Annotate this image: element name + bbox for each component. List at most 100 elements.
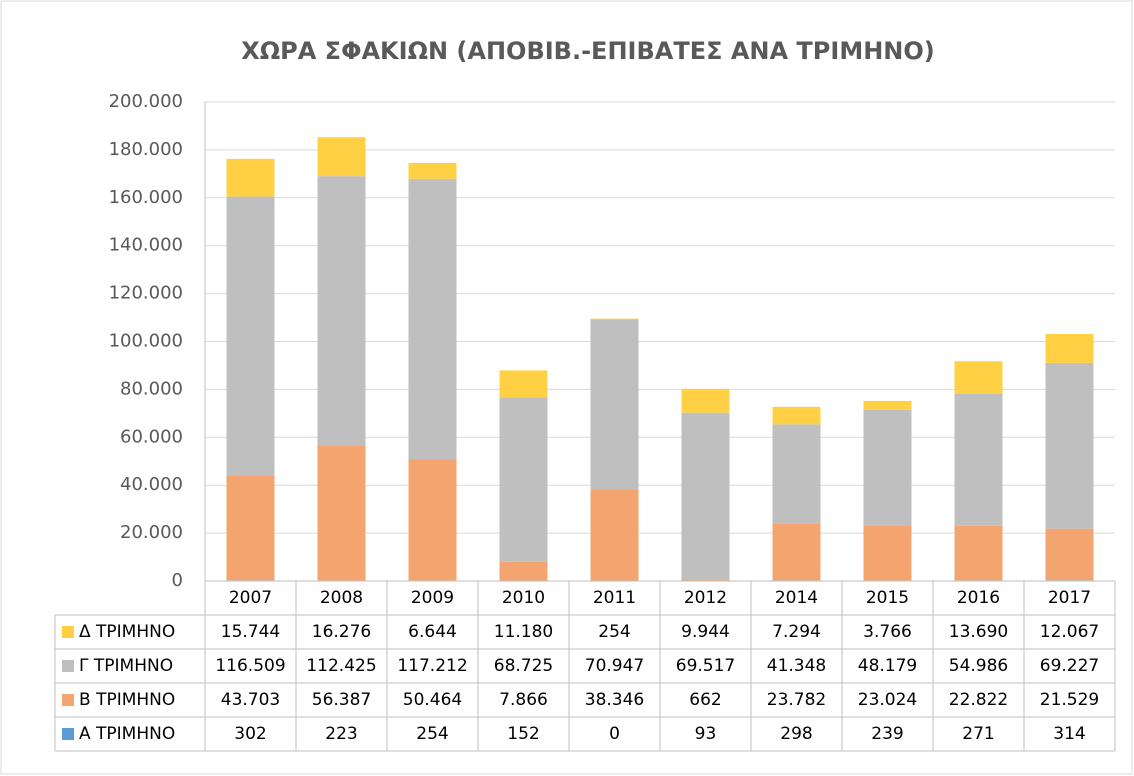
- table-value: 70.947: [585, 656, 644, 676]
- y-tick-label: 60.000: [120, 426, 183, 447]
- table-value: 21.529: [1040, 690, 1099, 710]
- table-value: 41.348: [767, 656, 826, 676]
- table-value: 302: [234, 724, 266, 744]
- bar-segment: [681, 412, 730, 580]
- bar-segment: [408, 178, 457, 460]
- legend-swatch: [62, 660, 74, 672]
- table-value: 0: [609, 724, 620, 744]
- bar-segment: [499, 397, 548, 562]
- y-tick-label: 20.000: [120, 522, 183, 543]
- table-value: 298: [780, 724, 812, 744]
- bar-segment: [863, 525, 912, 581]
- legend-label: Δ ΤΡΙΜΗΝΟ: [79, 622, 175, 642]
- bar-segment: [681, 579, 730, 581]
- y-tick-label: 40.000: [120, 474, 183, 495]
- x-tick-label: 2014: [775, 588, 818, 608]
- legend-swatch: [62, 626, 74, 638]
- y-tick-label: 200.000: [109, 91, 183, 112]
- bar-segment: [681, 388, 730, 413]
- table-value: 54.986: [949, 656, 1008, 676]
- table-value: 23.024: [858, 690, 917, 710]
- table-value: 152: [507, 724, 539, 744]
- bar-segment: [499, 561, 548, 581]
- table-value: 7.294: [772, 622, 821, 642]
- table-value: 662: [689, 690, 721, 710]
- x-tick-label: 2017: [1048, 588, 1091, 608]
- x-tick-label: 2007: [229, 588, 272, 608]
- legend-swatch: [62, 694, 74, 706]
- table-value: 254: [416, 724, 448, 744]
- chart-title: ΧΩΡΑ ΣΦΑΚΙΩΝ (ΑΠΟΒΙΒ.-ΕΠΙΒΑΤΕΣ ΑΝΑ ΤΡΙΜΗ…: [241, 37, 935, 65]
- bar-segment: [590, 319, 639, 490]
- table-value: 93: [695, 724, 717, 744]
- bar-segment: [1045, 362, 1094, 529]
- bar-segment: [226, 475, 275, 581]
- table-value: 22.822: [949, 690, 1008, 710]
- table-value: 13.690: [949, 622, 1008, 642]
- bar-segment: [317, 176, 366, 446]
- bar-segment: [1045, 333, 1094, 363]
- table-value: 12.067: [1040, 622, 1099, 642]
- table-value: 11.180: [494, 622, 553, 642]
- bar-segment: [1045, 528, 1094, 581]
- bar-segment: [317, 445, 366, 581]
- table-value: 43.703: [221, 690, 280, 710]
- table-value: 69.517: [676, 656, 735, 676]
- table-value: 50.464: [403, 690, 462, 710]
- table-value: 3.766: [863, 622, 912, 642]
- bar-segment: [772, 523, 821, 581]
- bar-segment: [590, 489, 639, 581]
- bar-segment: [590, 318, 639, 320]
- bar-segment: [954, 394, 1003, 526]
- x-tick-label: 2012: [684, 588, 727, 608]
- y-tick-label: 80.000: [120, 378, 183, 399]
- table-value: 48.179: [858, 656, 917, 676]
- y-tick-label: 160.000: [109, 187, 183, 208]
- table-value: 9.944: [681, 622, 730, 642]
- y-tick-label: 0: [172, 570, 183, 591]
- bar-segment: [772, 424, 821, 524]
- table-value: 15.744: [221, 622, 280, 642]
- table-value: 38.346: [585, 690, 644, 710]
- y-tick-label: 120.000: [109, 283, 183, 304]
- table-value: 23.782: [767, 690, 826, 710]
- bar-segment: [954, 361, 1003, 395]
- legend-label: Α ΤΡΙΜΗΝΟ: [79, 724, 175, 744]
- table-value: 271: [962, 724, 994, 744]
- x-tick-label: 2016: [957, 588, 1000, 608]
- y-tick-label: 180.000: [109, 139, 183, 160]
- table-value: 6.644: [408, 622, 457, 642]
- bar-segment: [863, 409, 912, 526]
- legend-swatch: [62, 728, 74, 740]
- bar-segment: [408, 459, 457, 581]
- x-tick-label: 2010: [502, 588, 545, 608]
- table-value: 7.866: [499, 690, 548, 710]
- table-value: 68.725: [494, 656, 553, 676]
- legend-label: Γ ΤΡΙΜΗΝΟ: [79, 656, 173, 676]
- bar-segment: [772, 406, 821, 425]
- table-value: 239: [871, 724, 903, 744]
- table-value: 314: [1053, 724, 1085, 744]
- bar-segment: [863, 400, 912, 410]
- x-tick-label: 2009: [411, 588, 454, 608]
- legend-label: Β ΤΡΙΜΗΝΟ: [79, 690, 175, 710]
- table-value: 254: [598, 622, 630, 642]
- bar-segment: [317, 137, 366, 177]
- table-value: 112.425: [306, 656, 376, 676]
- x-tick-label: 2015: [866, 588, 909, 608]
- bar-segment: [226, 196, 275, 476]
- bar-segment: [408, 162, 457, 179]
- table-value: 116.509: [215, 656, 285, 676]
- table-value: 69.227: [1040, 656, 1099, 676]
- x-tick-label: 2011: [593, 588, 636, 608]
- table-value: 56.387: [312, 690, 371, 710]
- x-tick-label: 2008: [320, 588, 363, 608]
- y-tick-label: 140.000: [109, 235, 183, 256]
- bar-segment: [954, 525, 1003, 581]
- table-value: 117.212: [397, 656, 467, 676]
- bar-segment: [499, 370, 548, 398]
- y-tick-label: 100.000: [109, 331, 183, 352]
- table-value: 16.276: [312, 622, 371, 642]
